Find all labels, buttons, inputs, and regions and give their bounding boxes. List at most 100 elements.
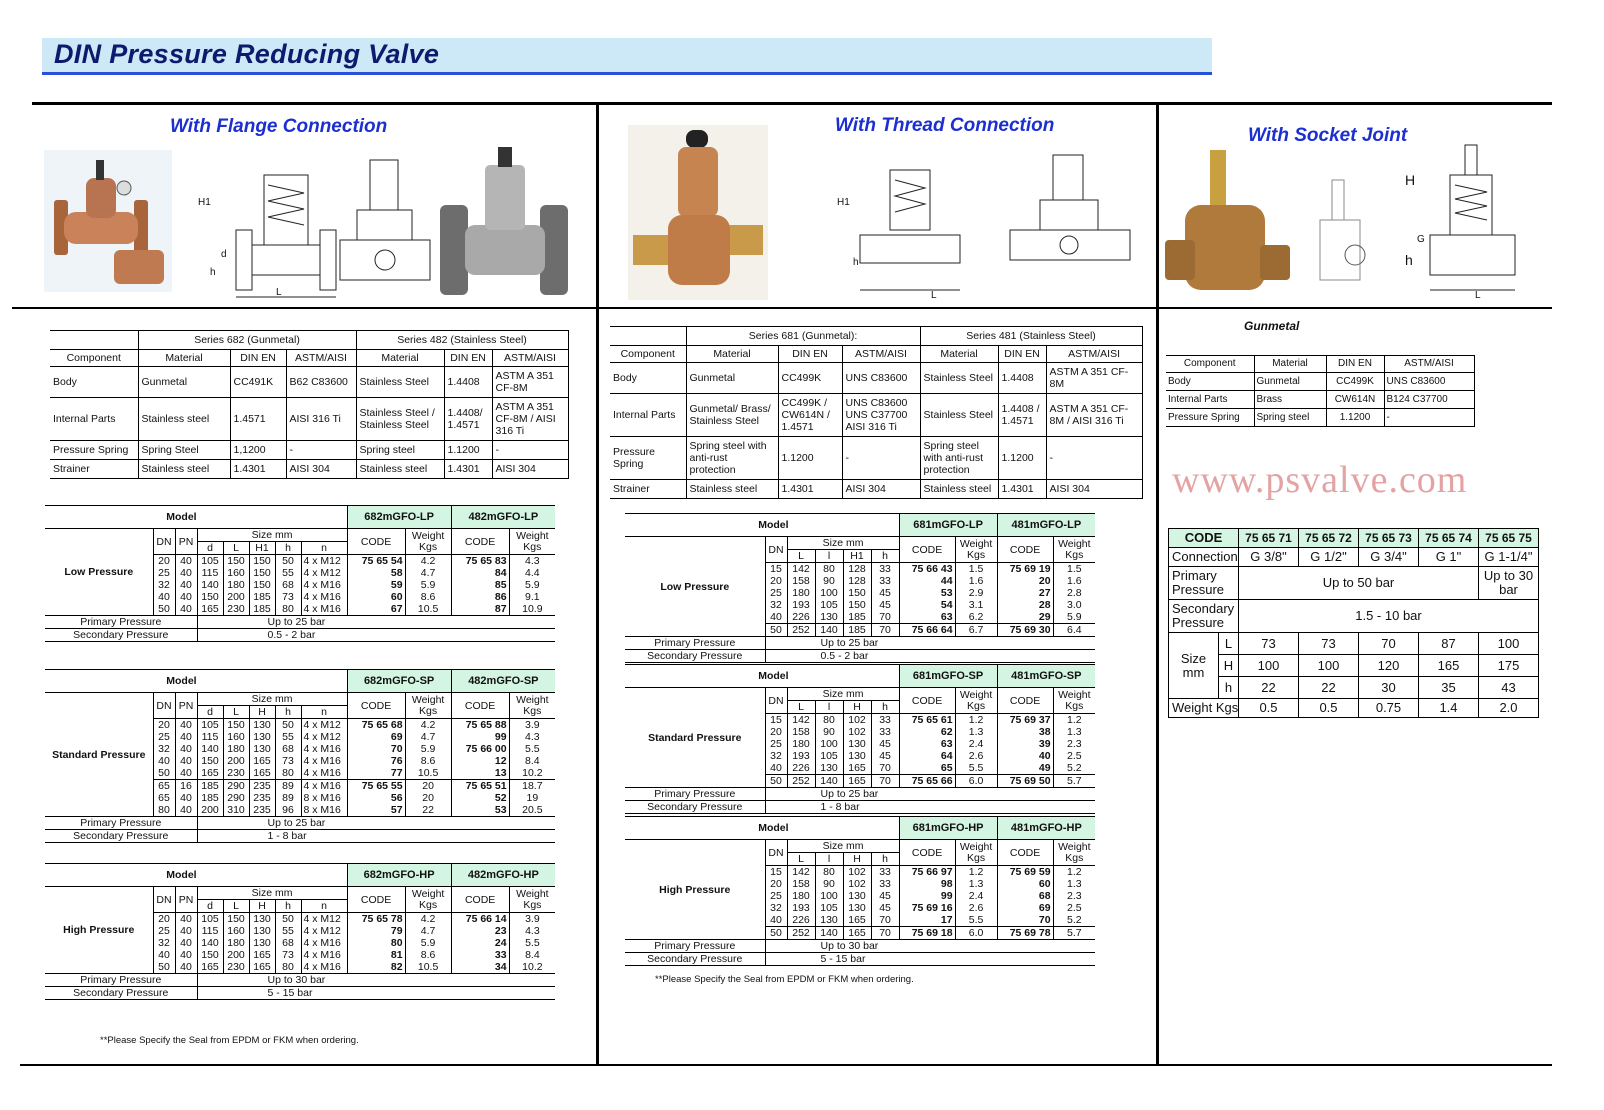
dn-value: 20 — [152, 912, 175, 925]
primary-pressure-label: Primary Pressure — [45, 973, 197, 987]
code-value: 53 — [898, 587, 956, 599]
pn-value: 40 — [174, 925, 197, 937]
weight-value: 1.2 — [954, 865, 998, 878]
dimension-value: 150 — [196, 755, 223, 767]
data-row: 20 40 105 150 150 50 4 x M12 75 65 54 4.2 75 65 8… — [45, 554, 556, 567]
material-value: Spring steel with anti-rust protection — [919, 436, 999, 480]
socket-valve-photo — [1165, 150, 1290, 290]
material-value: ASTM A 351 CF-8M / AISI 316 Ti — [491, 397, 569, 441]
dimension-value: 180 — [222, 579, 249, 591]
size-value: 165 — [1418, 654, 1479, 677]
dn-value: 40 — [152, 755, 175, 767]
column-header: Material — [355, 349, 445, 367]
socket-materials-table: Component Material DIN EN ASTM/AISI Body Gunm… — [1166, 355, 1475, 427]
dimension-value: 45 — [870, 902, 900, 914]
dimension-value: 4 x M16 — [300, 937, 348, 949]
dimension-value: 200 — [222, 755, 249, 767]
dimension-header: H1 — [248, 541, 275, 555]
dimension-value: 50 — [274, 912, 301, 925]
dimension-value: 150 — [222, 554, 249, 567]
drawing-label-H1: H1 — [198, 197, 211, 208]
weight-value: 2.6 — [954, 902, 998, 914]
dimension-value: 142 — [786, 562, 815, 575]
primary-pressure-label: Primary Pressure — [1168, 566, 1239, 600]
column-header: Component — [1166, 355, 1255, 373]
dimension-header: L — [786, 549, 815, 563]
weight-header: Weight Kgs — [1052, 839, 1096, 866]
code-value: 85 — [450, 579, 510, 591]
column-header: Material — [1253, 355, 1327, 373]
product-code: 75 65 71 — [1238, 528, 1299, 548]
material-row: Internal Parts Stainless steel 1.4571 AISI … — [50, 397, 569, 441]
series-a-header: Series 682 (Gunmetal) — [137, 330, 357, 350]
weight-value: 4.3 — [508, 554, 556, 567]
dimension-value: 185 — [248, 591, 275, 603]
dimension-header: n — [300, 541, 348, 555]
dimension-value: 68 — [274, 937, 301, 949]
dimension-value: 73 — [274, 591, 301, 603]
material-value: Spring steel — [1253, 408, 1327, 427]
blank-cell — [50, 330, 139, 350]
secondary-pressure-value: 0.5 - 2 bar — [196, 628, 556, 642]
weight-value: 2.0 — [1478, 698, 1539, 718]
code-header: CODE — [450, 692, 510, 719]
primary-pressure-label: Primary Pressure — [45, 816, 197, 830]
material-value: 1.4408 — [443, 366, 493, 398]
secondary-pressure-value: 0.5 - 2 bar — [764, 649, 1096, 663]
pn-value: 40 — [174, 731, 197, 743]
dimension-value: 140 — [814, 623, 843, 637]
dimension-header: h — [870, 549, 900, 563]
weight-header: Weight Kgs — [404, 886, 452, 913]
primary-pressure-row: Primary Pressure Up to 25 bar — [45, 816, 556, 830]
weight-value: 10.2 — [508, 767, 556, 780]
primary-pressure-value: Up to 30 bar — [1478, 566, 1539, 600]
weight-value: 0.5 — [1238, 698, 1299, 718]
dimension-value: 33 — [870, 713, 900, 726]
dimension-value: 140 — [196, 937, 223, 949]
dimension-value: 165 — [248, 755, 275, 767]
component-name: Pressure Spring — [50, 440, 139, 460]
data-row: 40 226 130 165 70 17 5.5 70 5.2 — [625, 914, 1096, 927]
material-row: Strainer Stainless steel 1.4301 AISI 304 Sta… — [610, 479, 1143, 499]
code-value: 69 — [346, 731, 406, 743]
dimension-value: 45 — [870, 890, 900, 902]
code-value: 75 66 00 — [450, 743, 510, 755]
material-value: Stainless steel — [137, 459, 231, 479]
weight-value: 4.3 — [508, 925, 556, 937]
dn-value: 20 — [152, 718, 175, 731]
code-value: 75 69 50 — [996, 774, 1054, 788]
pn-header: PN — [174, 528, 197, 555]
pn-value: 40 — [174, 755, 197, 767]
dimension-value: 235 — [248, 779, 275, 792]
connection-value: G 1" — [1418, 547, 1479, 567]
dimension-value: 4 x M12 — [300, 718, 348, 731]
weight-value: 5.5 — [954, 762, 998, 775]
dimension-header: L — [786, 852, 815, 866]
material-value: AISI 304 — [285, 459, 357, 479]
weight-value: 5.5 — [508, 743, 556, 755]
code-value: 70 — [346, 743, 406, 755]
model-code-gunmetal: 682mGFO-SP — [346, 669, 452, 693]
component-name: Pressure Spring — [610, 436, 687, 480]
dimension-value: 55 — [274, 925, 301, 937]
dimension-value: 4 x M16 — [300, 961, 348, 974]
component-name: Body — [50, 366, 139, 398]
dimension-value: 185 — [196, 779, 223, 792]
material-value: 1.4408 / 1.4571 — [997, 393, 1047, 437]
code-value: 38 — [996, 726, 1054, 738]
primary-pressure-value: Up to 25 bar — [196, 615, 556, 629]
weight-header: Weight Kgs — [1052, 687, 1096, 714]
dimension-header: h — [870, 700, 900, 714]
material-row: Pressure Spring Spring Steel 1,1200- Spring… — [50, 440, 569, 460]
dn-value: 50 — [764, 774, 787, 788]
dimension-value: 150 — [842, 599, 871, 611]
secondary-pressure-label: Secondary Pressure — [625, 649, 765, 663]
material-value: - — [841, 436, 921, 480]
material-value: Stainless Steel / Stainless Steel — [355, 397, 445, 441]
dimension-header: l — [814, 852, 843, 866]
material-value: 1.4408/ 1.4571 — [443, 397, 493, 441]
weight-value: 4.7 — [404, 925, 452, 937]
dn-value: 40 — [152, 591, 175, 603]
dimension-value: 68 — [274, 579, 301, 591]
dimension-value: 226 — [786, 762, 815, 775]
